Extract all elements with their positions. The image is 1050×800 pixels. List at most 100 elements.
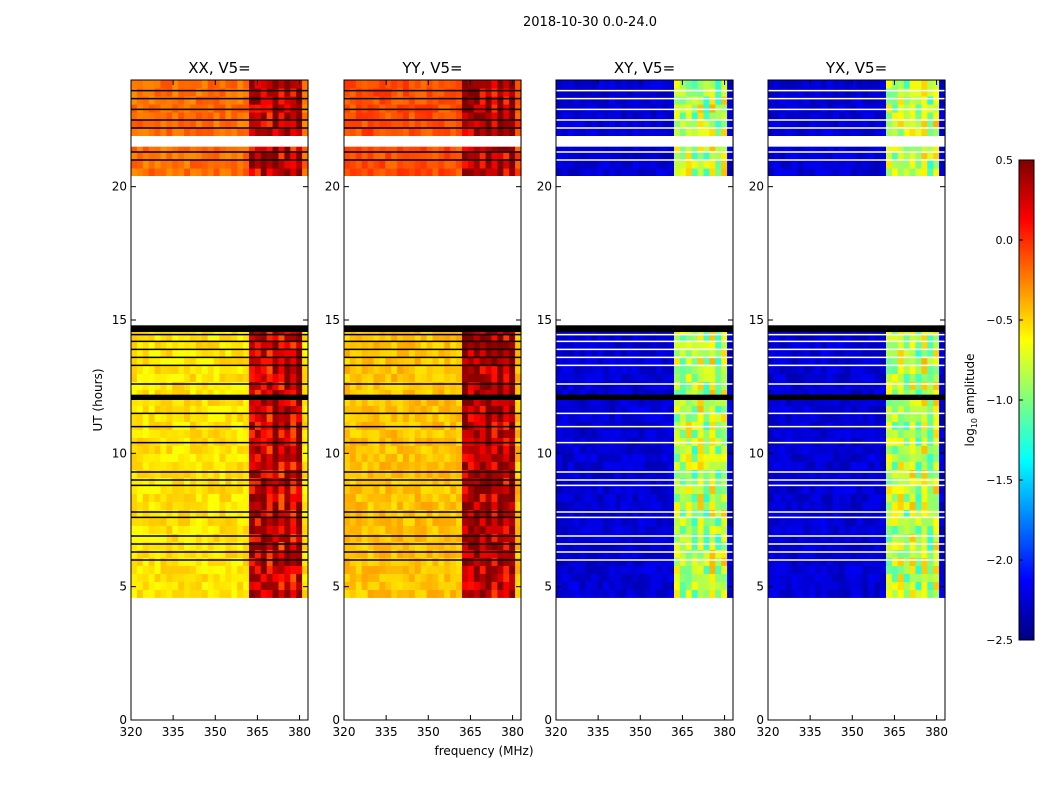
heatmap-cell <box>225 128 232 137</box>
heatmap-cell <box>503 160 510 169</box>
heatmap-cell <box>573 120 581 129</box>
x-tick-label: 335 <box>587 725 610 739</box>
heatmap-cell <box>385 581 392 590</box>
heatmap-cell <box>773 453 781 462</box>
heatmap-cell <box>254 405 262 414</box>
heatmap-cell <box>349 112 357 121</box>
heatmap-cell <box>497 168 504 177</box>
heatmap-cell <box>721 144 728 153</box>
heatmap-cell <box>697 581 705 590</box>
heatmap-cell <box>450 429 457 438</box>
heatmap-cell <box>438 445 445 454</box>
heatmap-cell <box>385 477 392 486</box>
heatmap-cell <box>626 445 634 454</box>
heatmap-cell <box>266 96 274 105</box>
heatmap-cell <box>485 549 493 558</box>
heatmap-cell <box>397 477 404 486</box>
heatmap-cell <box>921 509 928 518</box>
heatmap-cell <box>420 565 428 574</box>
heatmap-cell <box>432 429 439 438</box>
heatmap-cell <box>219 557 226 566</box>
heatmap-cell <box>426 160 434 169</box>
heatmap-cell <box>438 589 445 598</box>
heatmap-cell <box>302 413 309 422</box>
heatmap-cell <box>567 501 575 510</box>
heatmap-cell <box>456 461 463 470</box>
heatmap-cell <box>450 461 457 470</box>
heatmap-cell <box>579 517 587 526</box>
heatmap-cell <box>237 397 244 406</box>
heatmap-cell <box>432 453 439 462</box>
heatmap-cell <box>679 104 687 113</box>
heatmap-cell <box>886 549 893 558</box>
heatmap-cell <box>284 397 291 406</box>
heatmap-cell <box>609 112 616 121</box>
heatmap-cell <box>373 477 380 486</box>
heatmap-cell <box>462 381 469 390</box>
heatmap-cell <box>803 477 810 486</box>
heatmap-cell <box>485 461 493 470</box>
heatmap-cell <box>697 421 705 430</box>
heatmap-cell <box>785 469 793 478</box>
heatmap-cell <box>190 541 197 550</box>
heatmap-cell <box>886 477 893 486</box>
heatmap-cell <box>868 461 875 470</box>
heatmap-cell <box>432 357 439 366</box>
heatmap-cell <box>254 453 262 462</box>
heatmap-cell <box>231 88 238 97</box>
heatmap-cell <box>620 461 628 470</box>
heatmap-cell <box>231 120 238 129</box>
heatmap-cell <box>644 104 651 113</box>
heatmap-cell <box>891 581 899 590</box>
heatmap-cell <box>237 429 244 438</box>
heatmap-cell <box>166 509 173 518</box>
heatmap-cell <box>184 88 191 97</box>
heatmap-cell <box>379 453 386 462</box>
heatmap-cell <box>638 533 646 542</box>
heatmap-cell <box>355 413 363 422</box>
heatmap-cell <box>573 357 581 366</box>
heatmap-cell <box>136 453 144 462</box>
heatmap-cell <box>379 509 386 518</box>
heatmap-cell <box>874 581 881 590</box>
heatmap-cell <box>249 429 256 438</box>
heatmap-cell <box>809 573 816 582</box>
heatmap-cell <box>785 453 793 462</box>
heatmap-cell <box>284 437 291 446</box>
heatmap-cell <box>727 421 734 430</box>
heatmap-cell <box>620 557 628 566</box>
heatmap-cell <box>933 573 940 582</box>
heatmap-cell <box>355 112 363 121</box>
heatmap-cell <box>142 120 150 129</box>
heatmap-cell <box>509 96 516 105</box>
heatmap-cell <box>278 533 285 542</box>
heatmap-cell <box>591 333 598 342</box>
heatmap-cell <box>609 453 616 462</box>
heatmap-cell <box>438 349 445 358</box>
heatmap-cell <box>296 565 303 574</box>
heatmap-cell <box>172 357 179 366</box>
heatmap-cell <box>414 168 422 177</box>
heatmap-cell <box>668 341 675 350</box>
heatmap-cell <box>691 88 699 97</box>
heatmap-cell <box>231 429 238 438</box>
heatmap-cell <box>184 501 191 510</box>
heatmap-cell <box>479 96 487 105</box>
heatmap-cell <box>237 453 244 462</box>
heatmap-cell <box>131 96 138 105</box>
heatmap-cell <box>432 445 439 454</box>
heatmap-cell <box>201 589 209 598</box>
heatmap-cell <box>679 168 687 177</box>
heatmap-cell <box>361 541 369 550</box>
flagged-block <box>344 325 521 332</box>
heatmap-cell <box>679 128 687 137</box>
heatmap-cell <box>567 365 575 374</box>
heatmap-cell <box>166 381 173 390</box>
heatmap-cell <box>420 365 428 374</box>
heatmap-cell <box>797 501 804 510</box>
heatmap-cell <box>184 485 191 494</box>
heatmap-cell <box>148 549 156 558</box>
heatmap-cell <box>644 373 651 382</box>
heatmap-cell <box>373 549 380 558</box>
heatmap-cell <box>585 152 592 161</box>
